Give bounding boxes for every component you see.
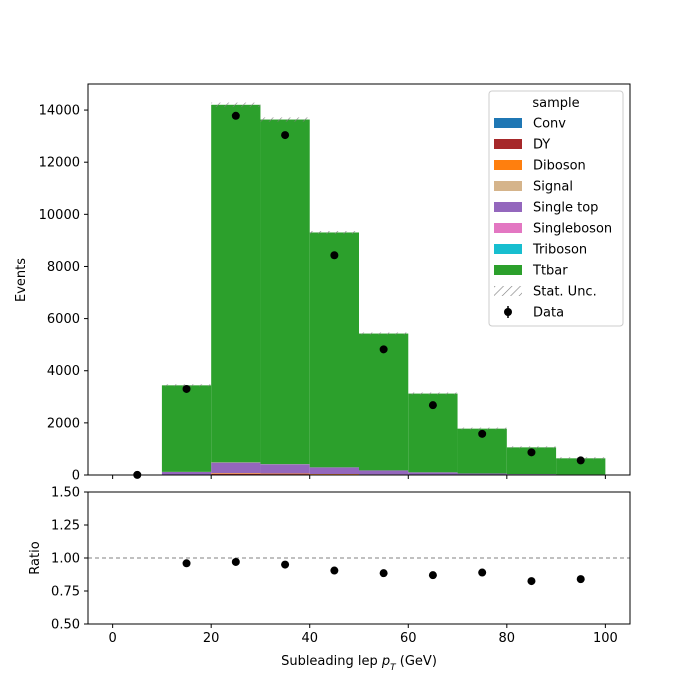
stat-unc-bin-8	[506, 446, 557, 449]
main-y-axis-label: Events	[14, 258, 29, 302]
ratio-point-7	[527, 577, 536, 586]
legend-label-dy: DY	[533, 138, 550, 153]
main-y-tick-label-3: 6000	[47, 312, 80, 327]
main-plot-frame	[87, 83, 631, 476]
x-tick-label-4: 80	[499, 631, 516, 646]
x-axis-label: Subleading lep pT (GeV)	[281, 654, 437, 673]
x-tick-label-3: 60	[400, 631, 417, 646]
ratio-y-axis-label: Ratio	[28, 541, 43, 574]
x-tick-label-5: 100	[593, 631, 618, 646]
bar-single-top-bin-7	[457, 473, 507, 475]
main-y-tick-label-1: 2000	[47, 416, 80, 431]
legend-label-ttbar: Ttbar	[532, 264, 568, 279]
data-point-4	[330, 251, 339, 260]
ratio-y-ticks: 0.50 0.75 1.00 1.25 1.50	[51, 486, 88, 633]
legend-label-stat-unc: Stat. Unc.	[533, 285, 597, 300]
stat-unc-bin-6	[408, 392, 458, 395]
bar-single-top-bin-2	[211, 462, 261, 474]
legend-marker-data	[504, 308, 512, 316]
stacked-bars	[161, 104, 606, 475]
bar-single-top-bin-6	[408, 472, 458, 475]
main-y-tick-label-4: 8000	[47, 260, 80, 275]
data-point-5	[379, 345, 388, 354]
ratio-point-0	[182, 559, 191, 568]
bar-dy-bin-3	[260, 474, 310, 475]
legend-label-diboson: Diboson	[533, 159, 586, 174]
bar-ttbar-bin-2	[211, 104, 261, 463]
legend-label-singleboson: Singleboson	[533, 222, 612, 237]
ratio-y-tick-label-0: 0.50	[51, 618, 80, 633]
main-y-ticks: 0 2000 4000 6000 8000 10000 12000 14000	[39, 104, 88, 484]
data-point-1	[182, 384, 191, 393]
ratio-point-2	[281, 560, 290, 569]
ratio-y-tick-label-4: 1.50	[51, 486, 80, 501]
legend-label-data: Data	[533, 306, 564, 321]
legend-swatch-triboson	[494, 244, 522, 254]
data-point-6	[428, 401, 437, 410]
ratio-markers	[182, 557, 585, 586]
x-tick-label-1: 20	[203, 631, 220, 646]
ratio-point-4	[379, 569, 388, 578]
bar-dy-bin-2	[211, 473, 261, 475]
legend-swatch-single-top	[494, 202, 522, 212]
bar-single-top-bin-5	[359, 470, 409, 475]
ratio-point-6	[478, 568, 487, 577]
ratio-point-8	[576, 575, 585, 584]
main-x-ticks	[112, 475, 606, 479]
x-tick-label-2: 40	[301, 631, 318, 646]
main-y-tick-label-2: 4000	[47, 364, 80, 379]
x-tick-label-0: 0	[108, 631, 116, 646]
stat-unc-bin-2	[211, 102, 261, 108]
bar-ttbar-bin-1	[161, 385, 212, 472]
data-point-3	[281, 131, 290, 140]
legend-swatch-singleboson	[494, 223, 522, 233]
legend-entries: Conv DY Diboson Signal Single top Singleboson…	[494, 117, 612, 321]
legend-label-triboson: Triboson	[532, 243, 587, 258]
legend: sample Conv DY Diboson Signal Single top Sing…	[488, 90, 624, 327]
stat-unc-bin-7	[457, 427, 507, 430]
ratio-point-1	[231, 557, 240, 566]
bar-diboson-bin-3	[260, 473, 310, 475]
data-point-9	[576, 456, 585, 465]
legend-label-signal: Signal	[533, 180, 573, 195]
bar-single-top-bin-3	[260, 464, 310, 474]
legend-swatch-stat-unc	[494, 286, 522, 296]
stat-unc-bin-3	[260, 117, 310, 122]
bar-ttbar-bin-9	[556, 458, 606, 475]
main-y-tick-label-0: 0	[72, 469, 80, 484]
data-point-8	[527, 448, 536, 457]
legend-swatch-dy	[494, 139, 522, 149]
ratio-point-5	[428, 571, 437, 580]
main-y-tick-label-7: 14000	[39, 104, 80, 119]
legend-swatch-conv	[494, 118, 522, 128]
bar-single-top-bin-1	[161, 472, 212, 475]
stat-unc-bin-4	[309, 231, 359, 234]
legend-label-conv: Conv	[533, 117, 566, 132]
bar-ttbar-bin-5	[359, 333, 409, 471]
ratio-y-tick-label-2: 1.00	[51, 552, 80, 567]
data-point-7	[478, 429, 487, 438]
legend-swatch-signal	[494, 181, 522, 191]
bar-single-top-bin-4	[309, 467, 359, 475]
ratio-y-tick-label-1: 0.75	[51, 585, 80, 600]
bar-ttbar-bin-4	[309, 232, 359, 468]
bar-diboson-bin-2	[211, 473, 261, 474]
legend-box	[488, 90, 624, 327]
stat-unc-bin-5	[359, 332, 409, 335]
ratio-x-ticks: 0 20 40 60 80 100	[108, 624, 618, 646]
ratio-panel: 0 20 40 60 80 100 0.500.751.001.251.50 Ratio …	[28, 486, 631, 673]
legend-label-single-top: Single top	[533, 201, 598, 216]
main-y-tick-label-5: 10000	[39, 208, 80, 223]
legend-swatch-ttbar	[494, 265, 522, 275]
legend-swatch-diboson	[494, 160, 522, 170]
ratio-y-tick-label-3: 1.25	[51, 519, 80, 534]
main-y-tick-label-6: 12000	[39, 156, 80, 171]
bar-ttbar-bin-3	[260, 119, 310, 465]
data-point-2	[231, 111, 240, 120]
legend-title: sample	[532, 96, 579, 111]
ratio-point-3	[330, 566, 339, 575]
